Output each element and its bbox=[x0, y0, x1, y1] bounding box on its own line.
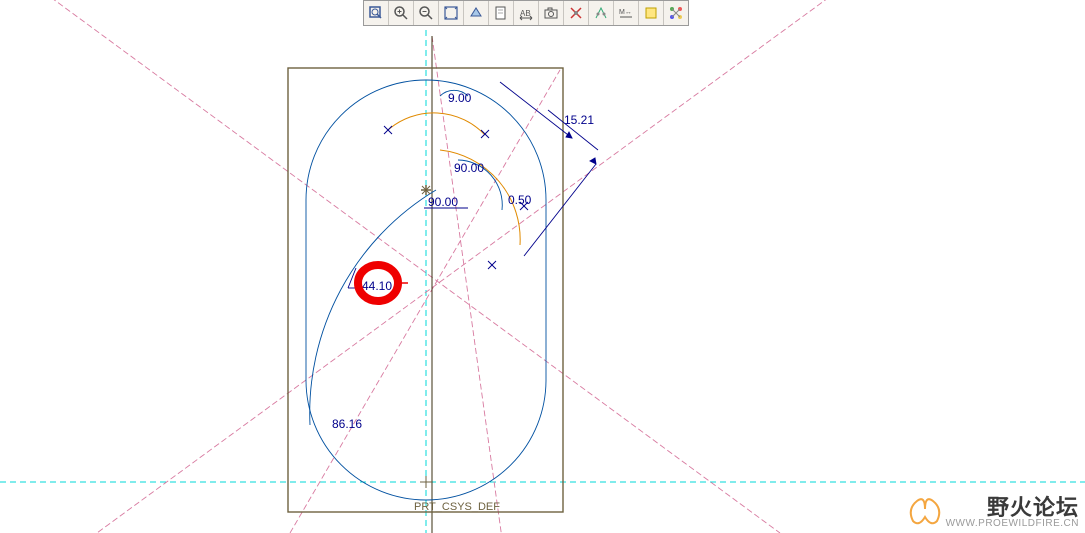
arc-radius-86[interactable] bbox=[310, 190, 436, 425]
dim-90b[interactable]: 90.00 bbox=[428, 195, 458, 209]
dim-0-50[interactable]: 0.50 bbox=[508, 193, 532, 207]
zoom-out-icon[interactable] bbox=[414, 1, 439, 25]
zoom-in-icon[interactable] bbox=[389, 1, 414, 25]
svg-text:M↔: M↔ bbox=[619, 9, 632, 16]
dim-display-icon[interactable]: AB bbox=[514, 1, 539, 25]
csys-marker bbox=[420, 476, 432, 488]
tree-icon[interactable] bbox=[664, 1, 688, 25]
dimension-leaders bbox=[348, 82, 598, 288]
construction-diagonals bbox=[0, 0, 880, 533]
csys-label: PRT_CSYS_DEF bbox=[414, 501, 500, 513]
sketch-canvas[interactable]: 9.00 15.21 90.00 90.00 0.50 86.16 44.10 … bbox=[0, 0, 1085, 533]
dim-modify-icon[interactable]: M↔ bbox=[614, 1, 639, 25]
refit-icon[interactable] bbox=[439, 1, 464, 25]
dim-9[interactable]: 9.00 bbox=[448, 91, 472, 105]
dim-90a[interactable]: 90.00 bbox=[454, 161, 484, 175]
constraints-on-icon[interactable] bbox=[589, 1, 614, 25]
sketch-toolbar: AB M↔ bbox=[363, 0, 689, 26]
shade-icon[interactable] bbox=[464, 1, 489, 25]
dim-44-10[interactable]: 44.10 bbox=[362, 279, 392, 293]
sheet-icon[interactable] bbox=[489, 1, 514, 25]
arc-blue-small[interactable] bbox=[440, 90, 502, 210]
snapshot-icon[interactable] bbox=[539, 1, 564, 25]
dim-15-21[interactable]: 15.21 bbox=[564, 113, 594, 127]
constraints-off-icon[interactable] bbox=[564, 1, 589, 25]
highlight-icon[interactable] bbox=[639, 1, 664, 25]
arc-orange[interactable] bbox=[388, 113, 520, 245]
dim-86-16[interactable]: 86.16 bbox=[332, 417, 362, 431]
zoom-all-icon[interactable] bbox=[364, 1, 389, 25]
